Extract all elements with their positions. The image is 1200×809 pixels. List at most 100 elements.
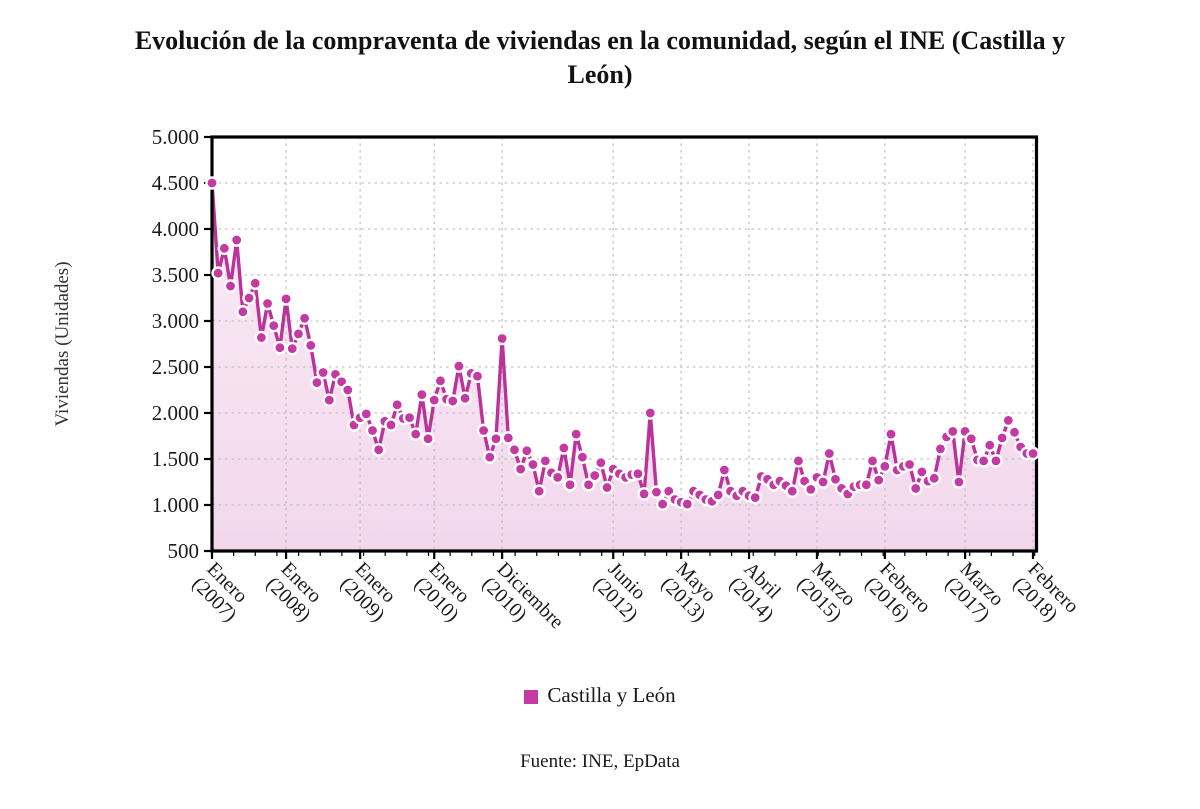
x-tick-label: Enero(2010) [410, 558, 478, 626]
data-point [341, 383, 355, 397]
data-point [513, 462, 528, 476]
data-point [371, 442, 386, 457]
legend-label: Castilla y León [547, 683, 676, 707]
data-point [285, 341, 300, 356]
data-point [1001, 413, 1016, 428]
data-point [649, 485, 664, 499]
data-point [933, 442, 948, 456]
data-point [803, 482, 818, 497]
data-point [501, 431, 516, 445]
data-point [507, 442, 522, 457]
data-point [878, 459, 892, 474]
data-point [631, 466, 645, 481]
data-point [952, 475, 966, 489]
data-point [581, 477, 596, 492]
data-point [816, 475, 830, 489]
data-point [390, 397, 404, 412]
data-point [254, 330, 269, 345]
data-point [748, 490, 763, 505]
data-point [550, 470, 565, 485]
y-axis-title: Viviendas (Unidades) [52, 261, 73, 426]
data-point [865, 454, 880, 468]
data-point [945, 424, 960, 439]
y-tick-label: 3.000 [152, 309, 199, 333]
data-point [791, 454, 806, 468]
data-point [637, 487, 651, 501]
data-point [365, 423, 380, 438]
data-point [273, 340, 287, 355]
data-point [587, 468, 602, 483]
data-point [871, 473, 886, 487]
legend-swatch [524, 689, 539, 704]
x-tick-label: Enero(2008) [262, 558, 330, 626]
data-point [989, 454, 1003, 468]
data-point [717, 463, 732, 477]
data-point [822, 446, 837, 461]
data-point [316, 365, 330, 380]
data-point [532, 484, 546, 499]
data-point [297, 311, 312, 326]
data-point [575, 450, 590, 464]
data-point [452, 359, 466, 373]
data-point [260, 296, 275, 311]
data-point [711, 488, 725, 502]
data-point [964, 431, 979, 446]
data-point [908, 481, 923, 496]
data-point [242, 291, 256, 305]
data-point [322, 393, 337, 407]
data-point [211, 266, 225, 280]
data-point [569, 427, 584, 441]
x-tick-label: Febrero(2018) [1009, 558, 1083, 632]
data-point [482, 450, 497, 464]
data-point [458, 391, 472, 406]
y-tick-label: 5.000 [152, 125, 199, 149]
y-tick-label: 500 [168, 539, 200, 563]
data-point [229, 233, 244, 247]
x-tick-label: Diciembre(2010) [478, 558, 568, 648]
data-point [223, 279, 238, 293]
x-tick-label: Marzo(2017) [941, 558, 1009, 626]
data-point [291, 327, 306, 341]
x-tick-label: Mayo(2013) [657, 558, 725, 626]
data-point [600, 480, 614, 495]
y-tick-label: 1.500 [152, 447, 199, 471]
data-point [563, 477, 577, 492]
data-point [1007, 425, 1022, 440]
y-tick-label: 3.500 [152, 263, 199, 287]
data-point [384, 418, 398, 432]
y-tick-label: 2.000 [152, 401, 199, 425]
data-point [476, 423, 491, 438]
data-point [236, 304, 250, 319]
data-point [927, 471, 942, 486]
y-tick-label: 4.000 [152, 217, 199, 241]
data-point [266, 318, 281, 333]
data-point [643, 406, 658, 420]
data-point [995, 431, 1009, 445]
data-point [433, 373, 448, 388]
x-tick-label: Abril(2014) [725, 558, 793, 626]
data-point [538, 454, 553, 468]
data-point [655, 497, 670, 511]
data-point [594, 455, 608, 470]
x-tick-label: Marzo(2015) [793, 558, 861, 626]
data-point [279, 292, 293, 306]
data-point [902, 457, 917, 472]
data-point [402, 410, 417, 425]
x-tick-label: Febrero(2016) [860, 558, 934, 632]
data-point [205, 176, 219, 190]
x-tick-label: Enero(2009) [336, 558, 404, 626]
data-point [520, 443, 534, 458]
x-tick-label: Enero(2007) [188, 558, 256, 626]
data-point [859, 477, 874, 492]
data-point [303, 338, 318, 353]
data-point [557, 441, 571, 455]
data-point [1026, 446, 1040, 461]
chart-title: Evolución de la compraventa de viviendas… [0, 24, 1200, 92]
data-point [495, 331, 509, 346]
data-point [248, 276, 263, 291]
data-point [526, 457, 540, 472]
x-tick-label: Junio(2012) [589, 558, 657, 626]
data-point [828, 472, 843, 487]
data-point [680, 497, 695, 511]
